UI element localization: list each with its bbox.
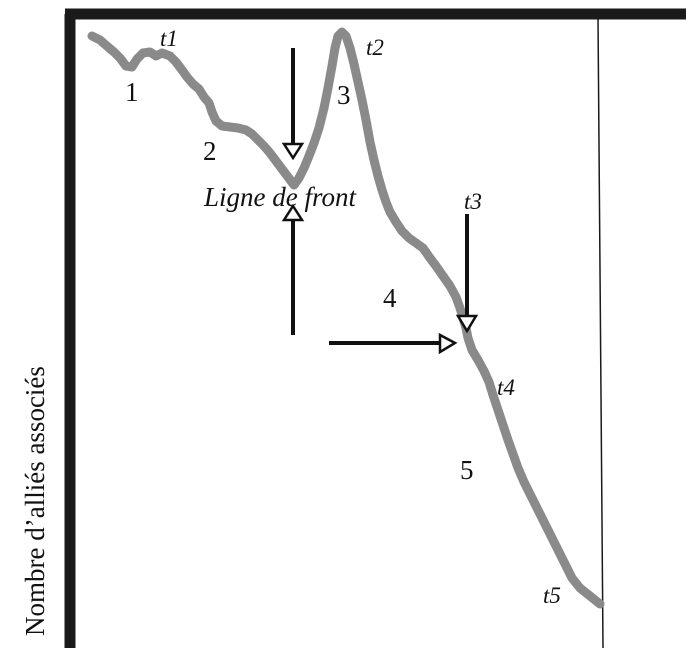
phase-label-2: 2 bbox=[203, 136, 217, 166]
phase-label-4: 4 bbox=[383, 283, 397, 313]
time-label-t3: t3 bbox=[464, 189, 482, 214]
time-label-t2: t2 bbox=[366, 35, 384, 60]
phase-label-1: 1 bbox=[125, 77, 139, 107]
arrow-down-to-t3 bbox=[455, 214, 479, 334]
right-boundary-line bbox=[597, 17, 604, 649]
front-line-label: Ligne de front bbox=[203, 182, 357, 212]
time-label-t1: t1 bbox=[160, 26, 178, 51]
arrow-down-to-front bbox=[281, 48, 305, 161]
allies-curve bbox=[87, 27, 605, 609]
arrow-up-to-front bbox=[281, 203, 305, 335]
time-label-t4: t4 bbox=[497, 375, 515, 400]
phase-label-3: 3 bbox=[337, 80, 351, 110]
phase-label-5: 5 bbox=[460, 455, 474, 485]
y-axis-label: Nombre d’alliés associés bbox=[20, 366, 50, 636]
arrow-right-to-t3 bbox=[329, 332, 458, 355]
time-label-t5: t5 bbox=[543, 583, 561, 608]
